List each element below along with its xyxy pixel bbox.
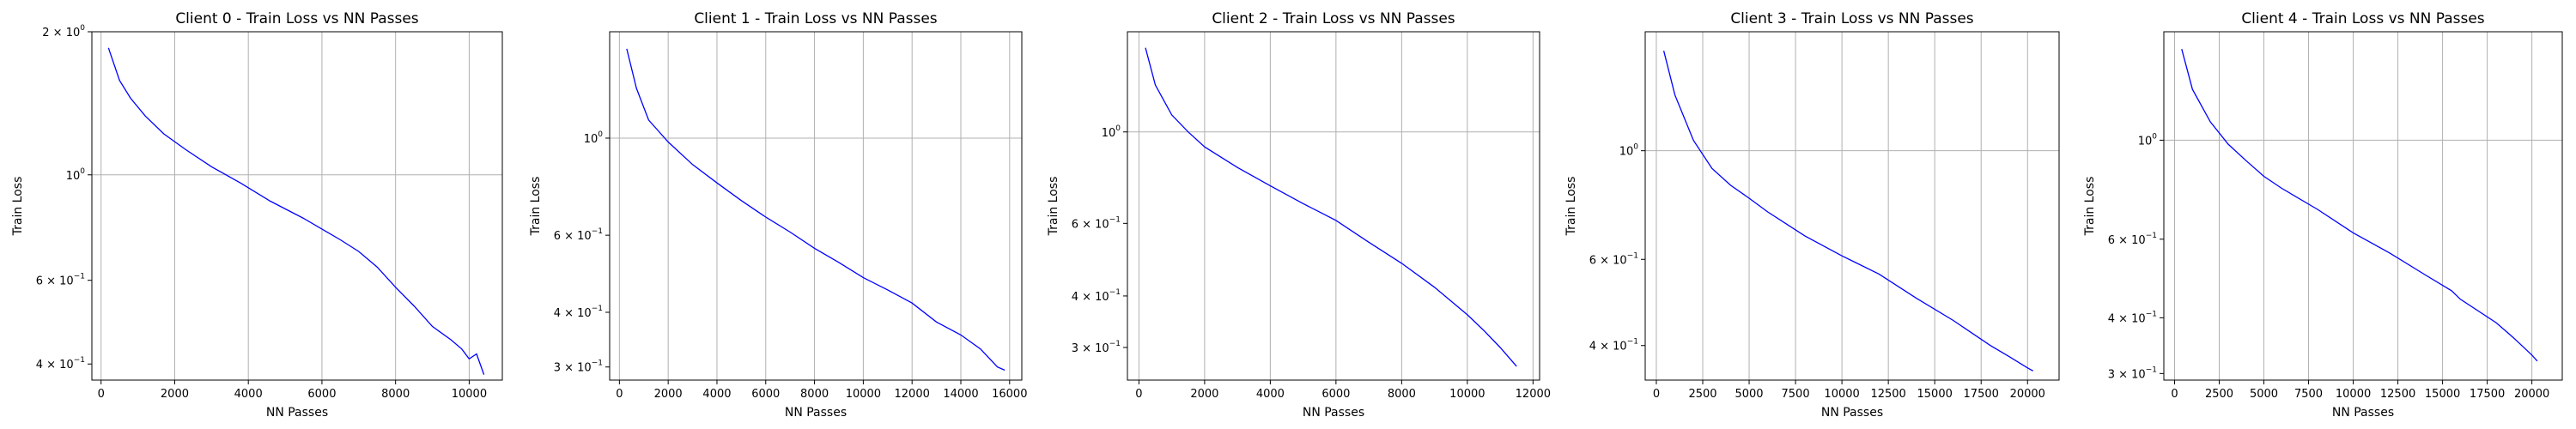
- y-tick-label: 6 × 10−1: [554, 227, 603, 243]
- plot-frame: [2163, 31, 2563, 381]
- loss-series-line: [626, 48, 1005, 371]
- y-tick-label: 100: [1619, 143, 1639, 159]
- loss-series-line: [1662, 51, 2034, 372]
- x-axis-label: NN Passes: [2332, 406, 2394, 420]
- x-tick-label: 17500: [1964, 388, 1999, 401]
- x-tick-label: 7500: [2294, 388, 2323, 401]
- x-tick-label: 4000: [702, 388, 731, 401]
- x-tick-label: 8000: [800, 388, 829, 401]
- x-tick-label: 20000: [2010, 388, 2045, 401]
- chart-title: Client 4 - Train Loss vs NN Passes: [2241, 10, 2484, 27]
- x-tick-label: 2000: [654, 388, 683, 401]
- chart-title: Client 2 - Train Loss vs NN Passes: [1212, 10, 1455, 27]
- chart-panel-2: 0 2000 4000 6000 8000 10000 12000 100 6 × 10−1 4 …: [1047, 10, 1551, 420]
- y-tick-label: 3 × 10−1: [1072, 340, 1121, 355]
- x-tick-label: 10000: [846, 388, 881, 401]
- y-tick-label: 4 × 10−1: [1589, 338, 1638, 353]
- x-axis-label: NN Passes: [266, 406, 328, 420]
- chart-panel-4: 0 2500 5000 7500 10000 12500 15000 17500 20000 10…: [2083, 10, 2563, 420]
- x-tick-label: 12000: [1516, 388, 1551, 401]
- loss-series-line: [1145, 47, 1517, 367]
- x-tick-label: 8000: [1388, 388, 1416, 401]
- loss-series-line: [107, 47, 485, 375]
- chart-panel-1: 0 2000 4000 6000 8000 10000 12000 14000 16000 100…: [529, 10, 1027, 420]
- x-tick-label: 0: [98, 388, 105, 401]
- y-tick-label: 4 × 10−1: [36, 356, 85, 372]
- x-tick-label: 10000: [2336, 388, 2371, 401]
- y-axis-label: Train Loss: [1564, 177, 1578, 237]
- y-tick-label: 100: [2138, 132, 2158, 148]
- x-tick-label: 5000: [1735, 388, 1763, 401]
- chart-title: Client 1 - Train Loss vs NN Passes: [694, 10, 937, 27]
- x-tick-label: 10000: [1449, 388, 1485, 401]
- chart-panel-3: 0 2500 5000 7500 10000 12500 15000 17500 20000 10…: [1564, 10, 2060, 420]
- y-tick-label: 4 × 10−1: [554, 305, 603, 320]
- x-tick-label: 4000: [1256, 388, 1285, 401]
- x-tick-label: 12000: [895, 388, 930, 401]
- x-tick-label: 2000: [1190, 388, 1218, 401]
- x-tick-label: 20000: [2514, 388, 2549, 401]
- x-tick-label: 0: [1135, 388, 1142, 401]
- x-tick-label: 7500: [1782, 388, 1810, 401]
- x-tick-label: 6000: [1321, 388, 1350, 401]
- y-tick-label: 6 × 10−1: [2108, 232, 2157, 247]
- x-tick-label: 15000: [1917, 388, 1953, 401]
- chart-title: Client 3 - Train Loss vs NN Passes: [1730, 10, 1973, 27]
- x-tick-label: 2500: [2205, 388, 2233, 401]
- x-tick-label: 8000: [381, 388, 410, 401]
- x-axis-label: NN Passes: [1821, 406, 1883, 420]
- x-tick-label: 6000: [307, 388, 336, 401]
- chart-title: Client 0 - Train Loss vs NN Passes: [175, 10, 418, 27]
- y-tick-label: 100: [66, 167, 86, 183]
- plot-frame: [1127, 31, 1540, 381]
- x-tick-label: 10000: [1824, 388, 1859, 401]
- x-tick-label: 17500: [2470, 388, 2505, 401]
- y-tick-label: 6 × 10−1: [1072, 215, 1121, 231]
- chart-panel-0: 0 2000 4000 6000 8000 10000 2 × 100 100 6 × 10−1…: [11, 10, 503, 420]
- x-tick-label: 16000: [992, 388, 1027, 401]
- x-axis-label: NN Passes: [1303, 406, 1364, 420]
- y-tick-label: 4 × 10−1: [1072, 288, 1121, 304]
- x-tick-label: 10000: [452, 388, 487, 401]
- x-tick-label: 0: [2171, 388, 2178, 401]
- loss-series-line: [2181, 49, 2538, 362]
- plot-frame: [1644, 31, 2060, 381]
- y-axis-label: Train Loss: [529, 177, 543, 237]
- x-tick-label: 5000: [2250, 388, 2278, 401]
- plot-frame: [91, 31, 503, 381]
- y-axis-label: Train Loss: [2083, 177, 2097, 237]
- x-tick-label: 15000: [2425, 388, 2460, 401]
- x-tick-label: 2500: [1688, 388, 1716, 401]
- x-tick-label: 6000: [751, 388, 780, 401]
- plot-frame: [609, 31, 1023, 381]
- y-axis-label: Train Loss: [1047, 177, 1060, 237]
- y-axis-label: Train Loss: [11, 177, 25, 237]
- x-tick-label: 2000: [161, 388, 189, 401]
- x-axis-label: NN Passes: [785, 406, 847, 420]
- x-tick-label: 4000: [234, 388, 263, 401]
- y-tick-label: 2 × 100: [42, 24, 85, 39]
- y-tick-label: 100: [1102, 124, 1121, 140]
- y-tick-label: 3 × 10−1: [554, 360, 603, 375]
- x-tick-label: 12500: [2380, 388, 2415, 401]
- x-tick-label: 0: [616, 388, 623, 401]
- y-tick-label: 4 × 10−1: [2108, 310, 2157, 325]
- x-tick-label: 14000: [943, 388, 978, 401]
- x-tick-label: 0: [1653, 388, 1660, 401]
- y-tick-label: 3 × 10−1: [2108, 366, 2157, 381]
- y-tick-label: 100: [584, 130, 604, 146]
- x-tick-label: 12500: [1870, 388, 1905, 401]
- y-tick-label: 6 × 10−1: [1589, 251, 1638, 267]
- y-tick-label: 6 × 10−1: [36, 273, 85, 288]
